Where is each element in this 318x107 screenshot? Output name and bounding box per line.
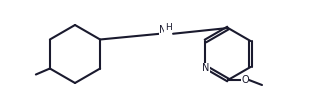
Text: O: O: [241, 75, 249, 85]
Text: H: H: [165, 23, 171, 32]
Text: N: N: [159, 25, 167, 35]
Text: N: N: [202, 63, 209, 73]
